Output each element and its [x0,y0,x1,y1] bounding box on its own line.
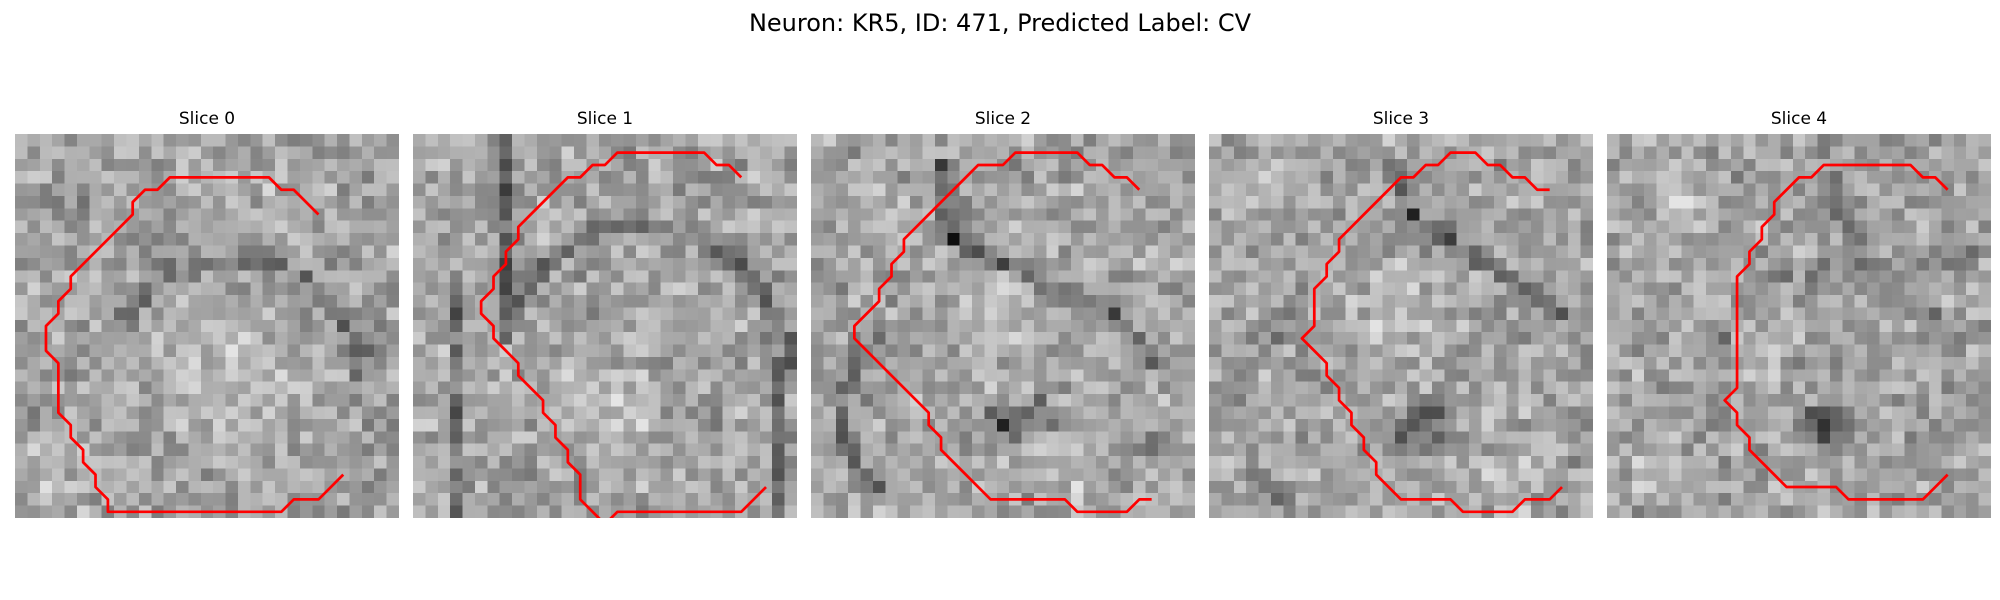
figure-title: Neuron: KR5, ID: 471, Predicted Label: C… [748,9,1252,37]
slice-title: Slice 3 [1372,109,1430,129]
slice-title: Slice 2 [974,109,1032,129]
slice-image [413,134,797,518]
slice-panel-3: Slice 3 [1209,108,1593,518]
slice-panel-2: Slice 2 [811,108,1195,518]
segmentation-contour [1300,151,1563,514]
slice-image [811,134,1195,518]
slice-image [1209,134,1593,518]
slice-pixels [1607,134,1991,518]
slice-image [1607,134,1991,518]
slice-pixels [1209,134,1593,518]
slice-pixels [413,134,797,518]
slice-panel-4: Slice 4 [1607,108,1991,518]
slice-title: Slice 0 [178,109,236,129]
segmentation-contour [1723,163,1949,501]
segmentation-contour [852,151,1152,514]
slice-panel-0: Slice 0 [15,108,399,518]
segmentation-contour [479,151,767,518]
slice-pixels [15,134,399,518]
slice-panel-1: Slice 1 [413,108,797,518]
slice-title: Slice 4 [1770,109,1828,129]
slice-image [15,134,399,518]
slice-title: Slice 1 [576,109,634,129]
segmentation-contour [44,175,345,514]
slice-pixels [811,134,1195,518]
